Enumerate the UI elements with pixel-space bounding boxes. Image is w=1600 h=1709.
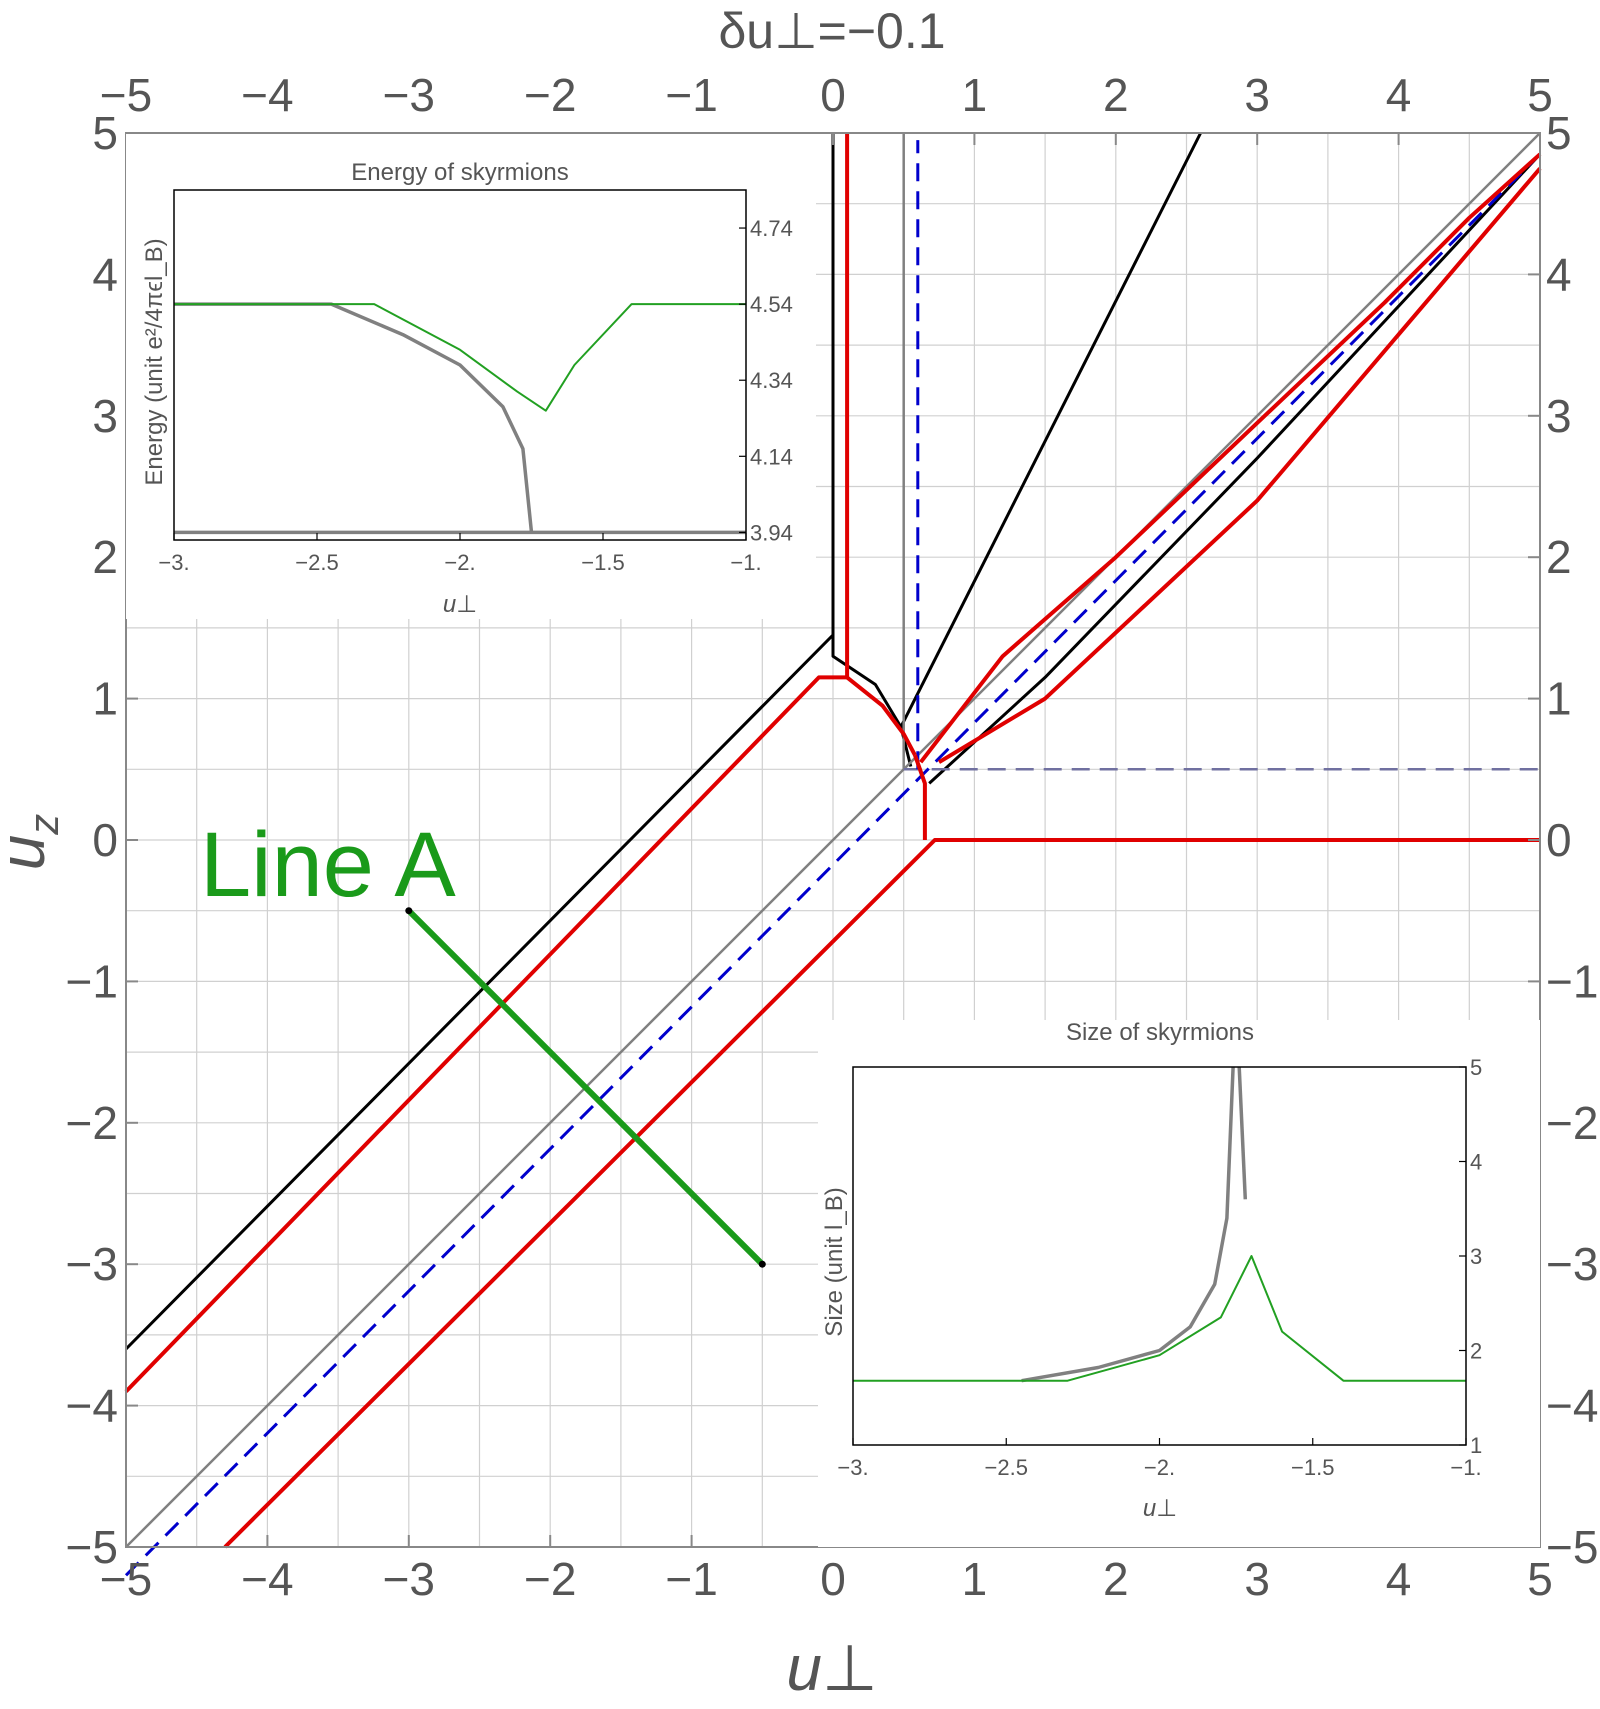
y-tick-label-right: 4 <box>1546 248 1572 300</box>
line-a-endpoint-1 <box>758 1260 766 1268</box>
inset-x-tick-label: −3. <box>837 1455 868 1480</box>
y-tick-label-left: 3 <box>92 390 118 442</box>
inset-y-tick-label: 2 <box>1470 1339 1482 1364</box>
inset-series-line-2 <box>853 1255 1466 1382</box>
x-tick-label-top: 3 <box>1244 69 1270 121</box>
series-line-3 <box>928 153 1542 785</box>
inset-y-tick-label: 4 <box>1470 1150 1482 1175</box>
x-tick-label-top: −1 <box>665 69 717 121</box>
x-tick-label-top: −2 <box>524 69 576 121</box>
energy-inset-title: Energy of skyrmions <box>351 159 568 186</box>
x-tick-label-bottom: 4 <box>1386 1553 1412 1605</box>
series-line-14 <box>937 167 1542 764</box>
y-tick-label-right: 5 <box>1546 107 1572 159</box>
inset-y-tick-label: 4.34 <box>750 368 793 393</box>
y-tick-label-right: −4 <box>1546 1380 1598 1432</box>
x-tick-label-top: 2 <box>1103 69 1129 121</box>
size-inset-title: Size of skyrmions <box>1066 1019 1254 1046</box>
series-line-10 <box>845 675 917 757</box>
inset-y-tick-label: 4.74 <box>750 216 793 241</box>
size-inset-xlabel: u⊥ <box>1143 1495 1177 1522</box>
line-a-endpoint-0 <box>405 907 413 915</box>
inset-x-tick-label: −2.5 <box>985 1455 1028 1480</box>
y-tick-label-right: −2 <box>1546 1097 1598 1149</box>
x-tick-label-bottom: 2 <box>1103 1553 1129 1605</box>
energy-inset-ylabel: Energy (unit e²/4πϵl_B) <box>141 238 168 485</box>
inset-x-tick-label: −2.5 <box>295 550 338 575</box>
y-tick-label-left: −4 <box>66 1380 118 1432</box>
x-tick-label-bottom: −1 <box>665 1553 717 1605</box>
x-tick-label-top: −4 <box>241 69 293 121</box>
energy-inset: −3. −2.5 −2. −1.5 −1. 3.94 4.14 4.34 4.54 4.74 En… <box>126 134 816 619</box>
y-tick-label-right: 3 <box>1546 390 1572 442</box>
x-tick-label-bottom: 1 <box>962 1553 988 1605</box>
x-tick-label-bottom: −2 <box>524 1553 576 1605</box>
series-line-9 <box>124 133 850 1393</box>
inset-series-line-0 <box>1021 1066 1235 1383</box>
x-tick-label-top: −3 <box>383 69 435 121</box>
y-tick-label-right: −1 <box>1546 955 1598 1007</box>
line-a <box>406 908 765 1267</box>
series-line-11 <box>223 838 1540 1549</box>
x-tick-label-top: −5 <box>100 69 152 121</box>
main-series <box>124 132 1542 1577</box>
x-tick-label-bottom: −5 <box>100 1553 152 1605</box>
line-a-layer <box>405 907 766 1268</box>
x-tick-label-bottom: −3 <box>383 1553 435 1605</box>
x-tick-label-bottom: 0 <box>820 1553 846 1605</box>
y-tick-label-left: 1 <box>92 673 118 725</box>
y-tick-label-left: −2 <box>66 1097 118 1149</box>
x-axis-label: u⊥ <box>786 1632 877 1704</box>
inset-y-tick-label: 1 <box>1470 1433 1482 1458</box>
x-tick-label-bottom: 3 <box>1244 1553 1270 1605</box>
inset-y-tick-label: 5 <box>1470 1055 1482 1080</box>
inset-x-tick-label: −1. <box>730 550 761 575</box>
energy-inset-xlabel: u⊥ <box>443 591 477 618</box>
line-a-label: Line A <box>200 814 456 916</box>
size-inset-plot: −3. −2.5 −2. −1.5 −1.1 2 3 4 5 <box>837 1055 1482 1480</box>
main-title: δu⊥=−0.1 <box>718 3 945 59</box>
inset-y-tick-label: 4.54 <box>750 292 793 317</box>
y-tick-label-right: −3 <box>1546 1238 1598 1290</box>
series-line-4 <box>125 132 1541 1548</box>
inset-y-tick-label: 3 <box>1470 1244 1482 1269</box>
y-tick-label-left: 2 <box>92 531 118 583</box>
y-tick-label-right: 1 <box>1546 673 1572 725</box>
series-line-2 <box>899 132 1202 728</box>
x-tick-label-top: 0 <box>820 69 846 121</box>
size-inset-background <box>818 1020 1540 1547</box>
inset-x-tick-label: −1. <box>1450 1455 1481 1480</box>
y-tick-label-left: 5 <box>92 107 118 159</box>
inset-y-tick-label: 3.94 <box>750 520 793 545</box>
x-tick-label-top: 1 <box>962 69 988 121</box>
y-tick-label-right: 2 <box>1546 531 1572 583</box>
x-tick-label-bottom: −4 <box>241 1553 293 1605</box>
inset-x-tick-label: −3. <box>158 550 189 575</box>
series-line-13 <box>919 152 1542 764</box>
inset-series-line-1 <box>1237 1066 1248 1200</box>
x-tick-label-bottom: 5 <box>1527 1553 1553 1605</box>
energy-inset-plot: −3. −2.5 −2. −1.5 −1. 3.94 4.14 4.34 4.54 4.74 <box>158 189 793 575</box>
size-inset: −3. −2.5 −2. −1.5 −1.1 2 3 4 5 Size of skyrmions… <box>818 1019 1540 1547</box>
y-tick-label-left: 4 <box>92 248 118 300</box>
inset-x-tick-label: −1.5 <box>581 550 624 575</box>
inset-x-tick-label: −1.5 <box>1291 1455 1334 1480</box>
inset-x-tick-label: −2. <box>444 550 475 575</box>
y-tick-label-left: 0 <box>92 814 118 866</box>
size-inset-ylabel: Size (unit l_B) <box>821 1187 848 1336</box>
y-tick-label-right: 0 <box>1546 814 1572 866</box>
inset-x-tick-label: −2. <box>1144 1455 1175 1480</box>
x-tick-label-top: 4 <box>1386 69 1412 121</box>
series-line-12 <box>913 754 927 840</box>
y-tick-label-right: −5 <box>1546 1521 1598 1573</box>
inset-series-line-2 <box>174 303 746 412</box>
y-tick-label-left: −1 <box>66 955 118 1007</box>
y-tick-label-left: −5 <box>66 1521 118 1573</box>
x-tick-label-top: 5 <box>1527 69 1553 121</box>
y-tick-label-left: −3 <box>66 1238 118 1290</box>
inset-y-tick-label: 4.14 <box>750 444 793 469</box>
